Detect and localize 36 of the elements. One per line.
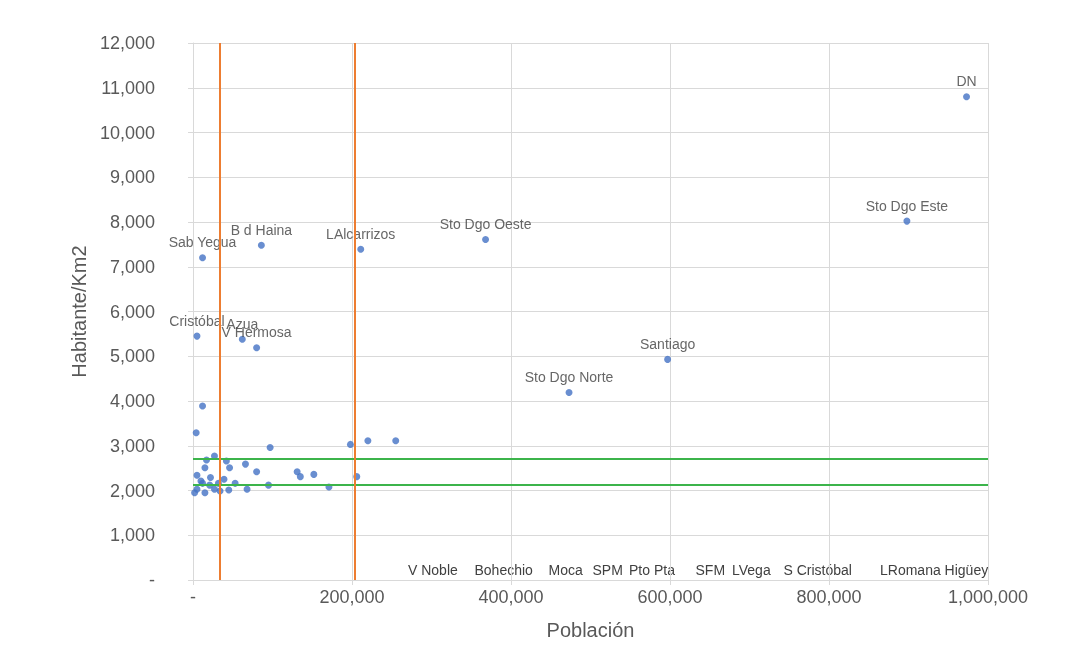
y-tick-label: 6,000	[109, 301, 155, 322]
annotation: Moca	[548, 562, 583, 578]
annotation: V Noble	[408, 562, 459, 578]
y-tick-label: 5,000	[109, 346, 155, 367]
x-tick-label: -	[190, 587, 196, 607]
y-tick-label: 11,000	[101, 77, 155, 98]
x-tick-label: 800,000	[796, 587, 862, 607]
data-label: Sto Dgo Oeste	[439, 215, 532, 232]
data-label: Santiago	[639, 335, 696, 352]
annotation: LVega	[732, 562, 771, 578]
annotation: SPM	[592, 562, 623, 578]
data-label: Sto Dgo Este	[865, 197, 949, 214]
y-tick-label: 3,000	[109, 435, 155, 456]
annotation: S Cristóbal	[783, 562, 852, 578]
annotation: SFM	[695, 562, 726, 578]
data-label: DN	[956, 73, 977, 90]
annotation: LRomana Higüey	[880, 562, 989, 578]
x-tick-label: 200,000	[319, 587, 385, 607]
y-tick-label: 8,000	[109, 212, 155, 232]
y-tick-label: 12,000	[99, 33, 155, 53]
annotation: Pto Pta	[629, 562, 676, 578]
x-tick-label: 600,000	[637, 587, 703, 607]
y-tick-label: 2,000	[109, 480, 155, 501]
y-tick-label: 4,000	[109, 391, 155, 411]
x-tick-label: 1,000,000	[947, 587, 1029, 607]
y-axis-title: Habitante/Km2	[68, 245, 91, 378]
y-tick-label: 1,000	[109, 525, 155, 546]
y-tick-label: -	[149, 570, 155, 590]
annotation: Bohechio	[474, 562, 534, 578]
x-axis-title: Población	[546, 619, 635, 641]
x-tick-label: 400,000	[478, 587, 544, 607]
data-label: Sto Dgo Norte	[524, 369, 614, 385]
y-tick-label: 9,000	[109, 167, 155, 188]
y-tick-label: 10,000	[99, 122, 155, 143]
y-tick-label: 7,000	[109, 256, 155, 277]
data-label: B d Haina	[230, 221, 293, 238]
